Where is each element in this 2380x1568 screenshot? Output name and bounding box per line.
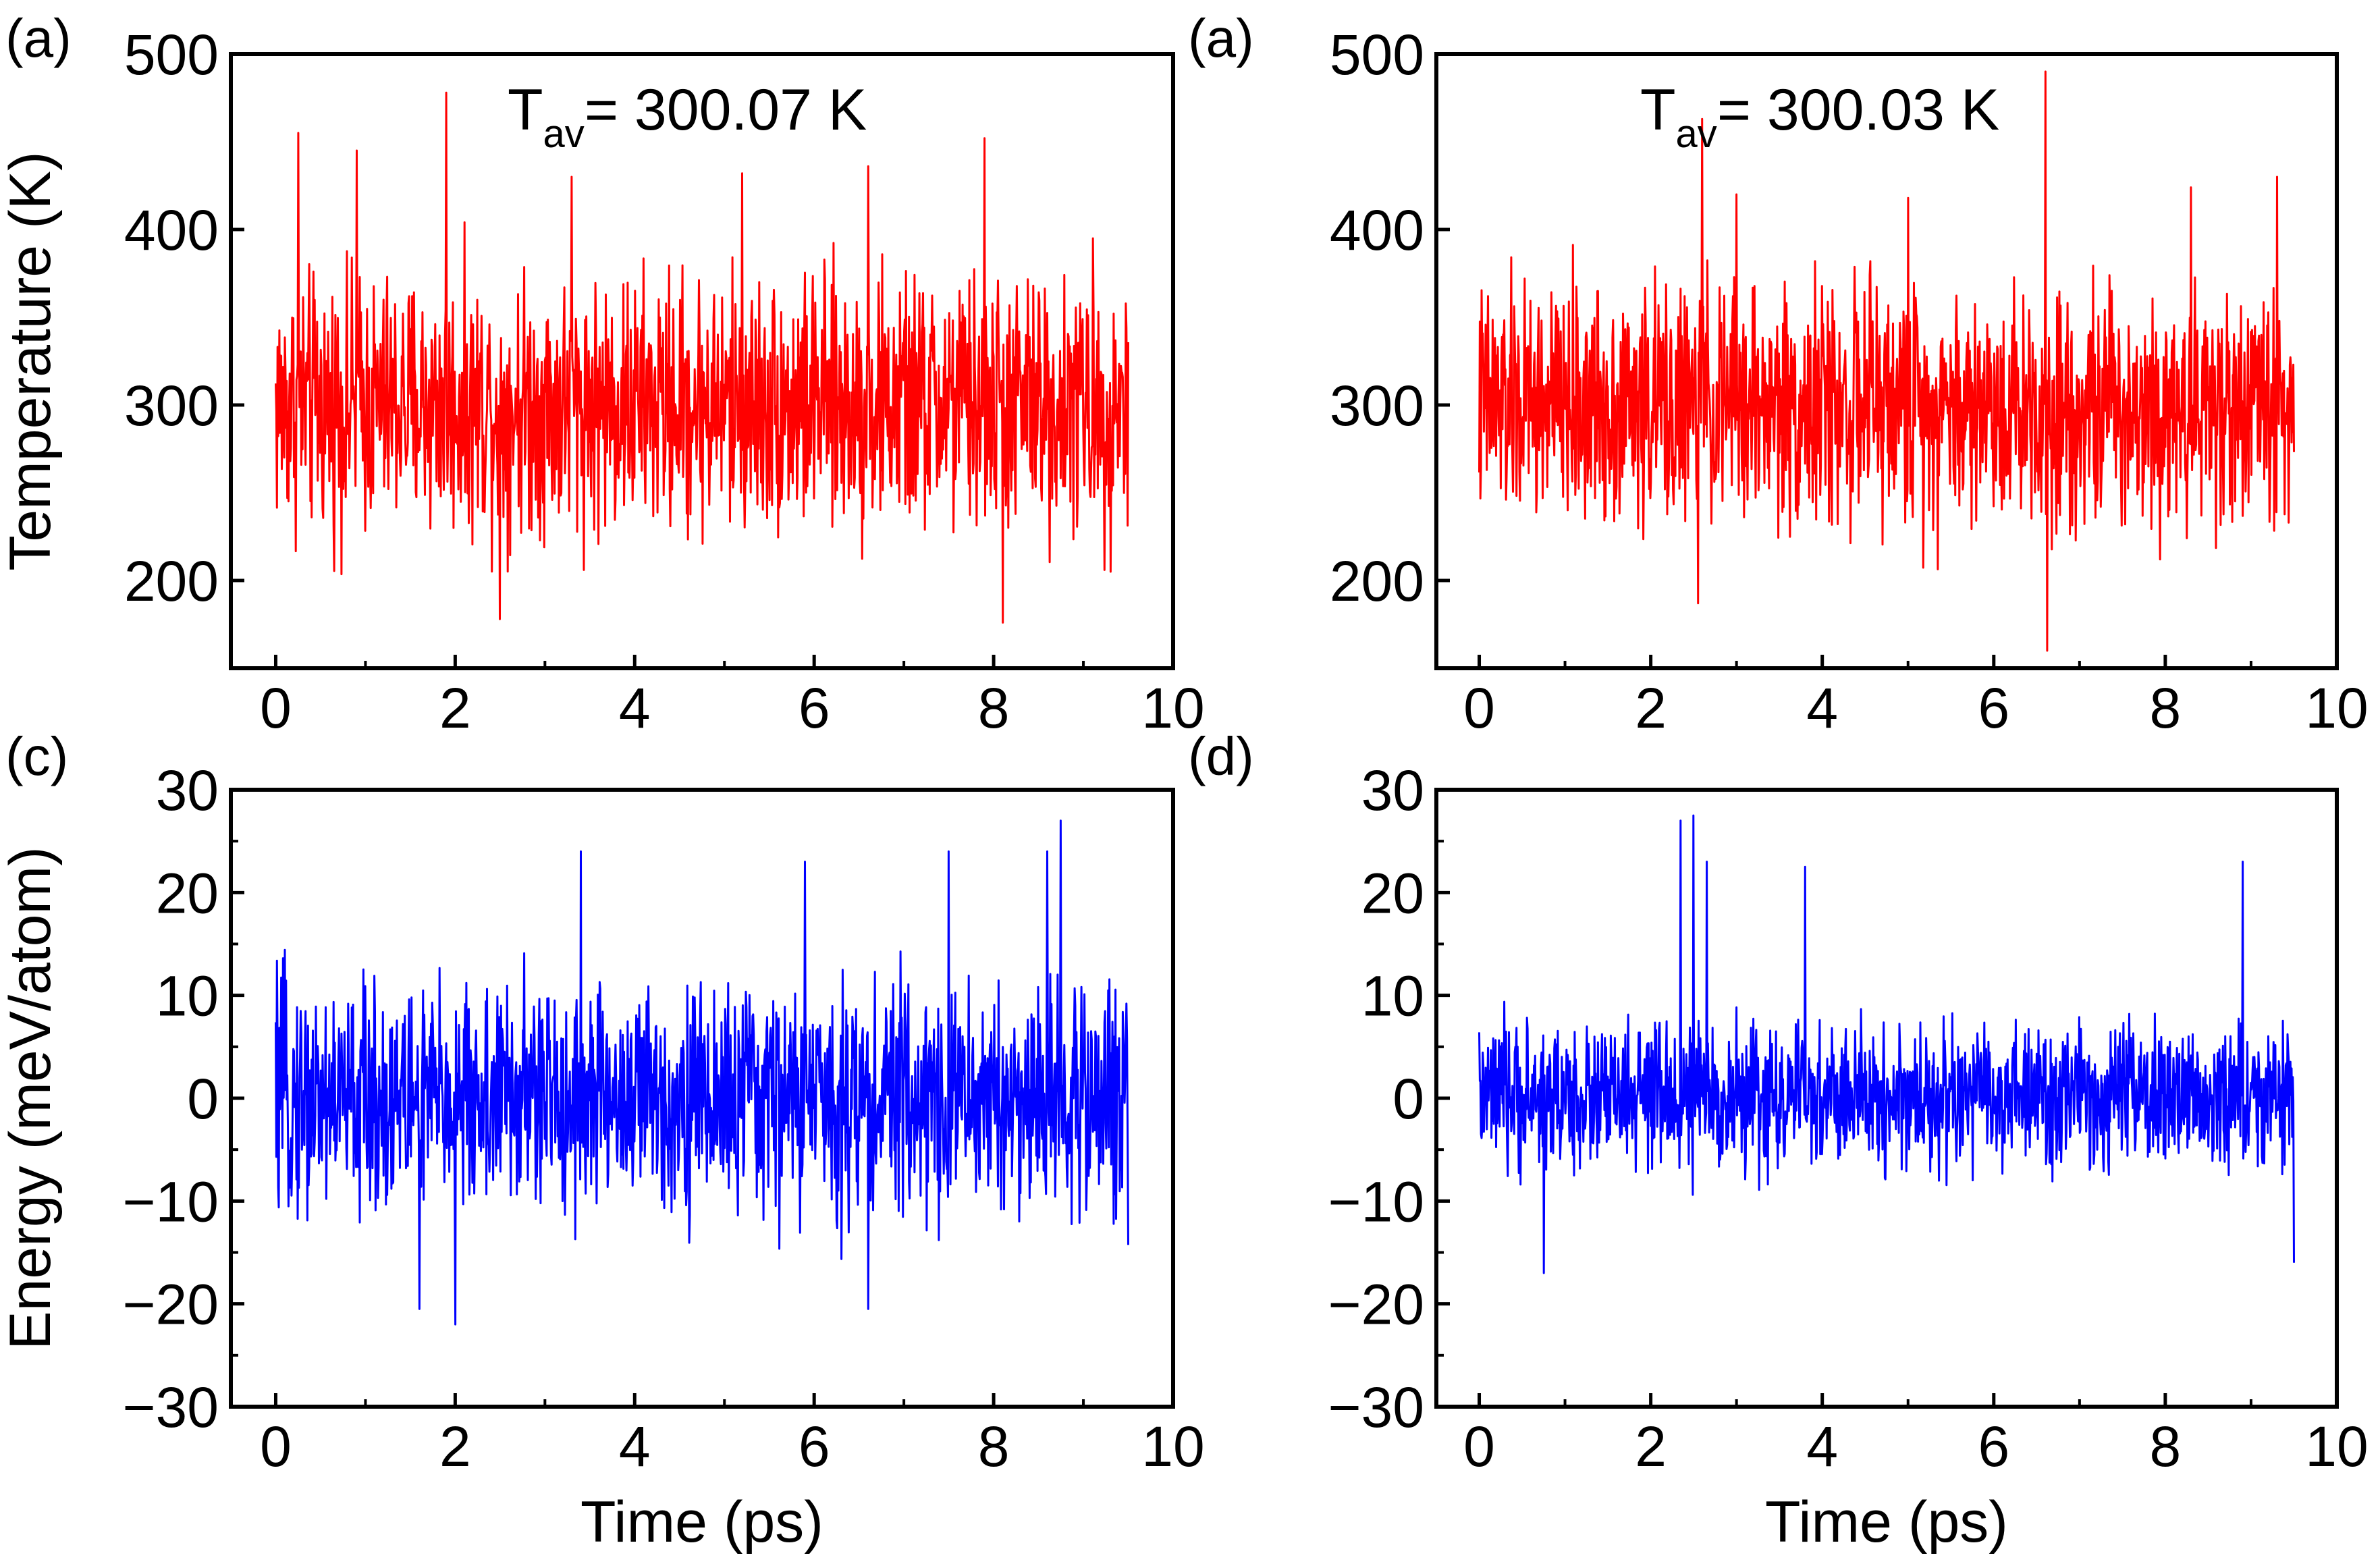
plot-frame	[1434, 52, 2339, 670]
x-tick-label: 0	[260, 676, 292, 740]
y-axis-label: Temperature (K)	[0, 151, 63, 570]
y-tick-label: 20	[1361, 861, 1424, 925]
x-tick-label: 2	[1635, 1415, 1667, 1478]
x-tick-label: 6	[1978, 676, 2009, 740]
x-tick-label: 8	[978, 676, 1010, 740]
y-tick-label: 0	[1392, 1067, 1424, 1131]
y-tick-label: −20	[1328, 1273, 1425, 1336]
series-line-temperature	[1478, 70, 2295, 652]
x-tick-label: 4	[619, 676, 651, 740]
x-tick-label: 0	[1463, 1415, 1495, 1478]
y-tick-label: 500	[124, 23, 219, 86]
panel-label: (c)	[5, 726, 68, 786]
y-tick-label: 500	[1330, 23, 1424, 86]
x-tick-label: 10	[2305, 1415, 2368, 1478]
x-tick-label: 10	[2305, 676, 2368, 740]
panel-energy-right: 0 2 4 6 8 10 30 20 10 0 −10 −20 −30 (d) Time (ps)	[1188, 726, 2369, 1555]
y-tick-label: 400	[124, 198, 219, 262]
x-tick-label: 2	[1635, 676, 1667, 740]
y-tick-label: 0	[187, 1067, 219, 1131]
x-tick-label: 6	[799, 676, 830, 740]
x-tick-label: 6	[799, 1415, 830, 1478]
panel-label: (a)	[1188, 8, 1254, 68]
y-tick-label: 200	[124, 549, 219, 613]
x-tick-label: 10	[1141, 1415, 1204, 1478]
x-tick-label: 8	[2150, 1415, 2182, 1478]
average-temperature-annotation: Tav= 300.07 K	[508, 78, 867, 156]
y-tick-label: −20	[123, 1273, 219, 1336]
x-tick-label: 6	[1978, 1415, 2009, 1478]
panel-label: (a)	[5, 8, 72, 68]
x-tick-label: 0	[260, 1415, 292, 1478]
x-axis-label: Time (ps)	[1765, 1490, 2008, 1555]
x-tick-label: 4	[1806, 1415, 1838, 1478]
y-tick-label: 300	[124, 374, 219, 437]
panel-label: (d)	[1188, 726, 1254, 786]
panel-temperature-right: 0 2 4 6 8 10 200 300 400 500 (a) Tav= 300.03 K	[1188, 8, 2369, 740]
x-tick-label: 4	[1806, 676, 1838, 740]
x-tick-label: 2	[439, 1415, 471, 1478]
y-tick-label: 300	[1330, 374, 1424, 437]
average-temperature-annotation: Tav= 300.03 K	[1640, 78, 1999, 156]
y-tick-label: 30	[156, 759, 219, 822]
plot-frame	[229, 52, 1175, 670]
y-tick-label: 10	[1361, 965, 1424, 1028]
series-line-energy	[275, 819, 1129, 1326]
y-tick-label: −30	[1328, 1376, 1425, 1439]
y-tick-label: −10	[123, 1170, 219, 1233]
x-tick-label: 10	[1141, 676, 1204, 740]
y-tick-label: 20	[156, 861, 219, 925]
y-tick-label: 10	[156, 965, 219, 1028]
x-tick-label: 2	[439, 676, 471, 740]
series-line-temperature	[275, 91, 1129, 624]
y-tick-label: 400	[1330, 198, 1424, 262]
x-tick-label: 8	[978, 1415, 1010, 1478]
x-tick-label: 0	[1463, 676, 1495, 740]
x-tick-label: 8	[2150, 676, 2182, 740]
x-tick-label: 4	[619, 1415, 651, 1478]
y-tick-label: −30	[123, 1376, 219, 1439]
y-axis-label: Energy (meV/atom)	[0, 846, 63, 1350]
panel-energy-left: 0 2 4 6 8 10 30 20 10 0 −10 −20 −30 (c) Energy (meV/at…	[0, 726, 1205, 1555]
y-tick-label: 200	[1330, 549, 1424, 613]
x-axis-label: Time (ps)	[580, 1490, 823, 1555]
y-tick-label: 30	[1361, 759, 1424, 822]
series-line-energy	[1478, 814, 2295, 1274]
panel-temperature-left: 0 2 4 6 8 10 200 300 400 500 (a) Tav= 300.07 K Tempe…	[0, 8, 1205, 740]
y-tick-label: −10	[1328, 1170, 1425, 1233]
